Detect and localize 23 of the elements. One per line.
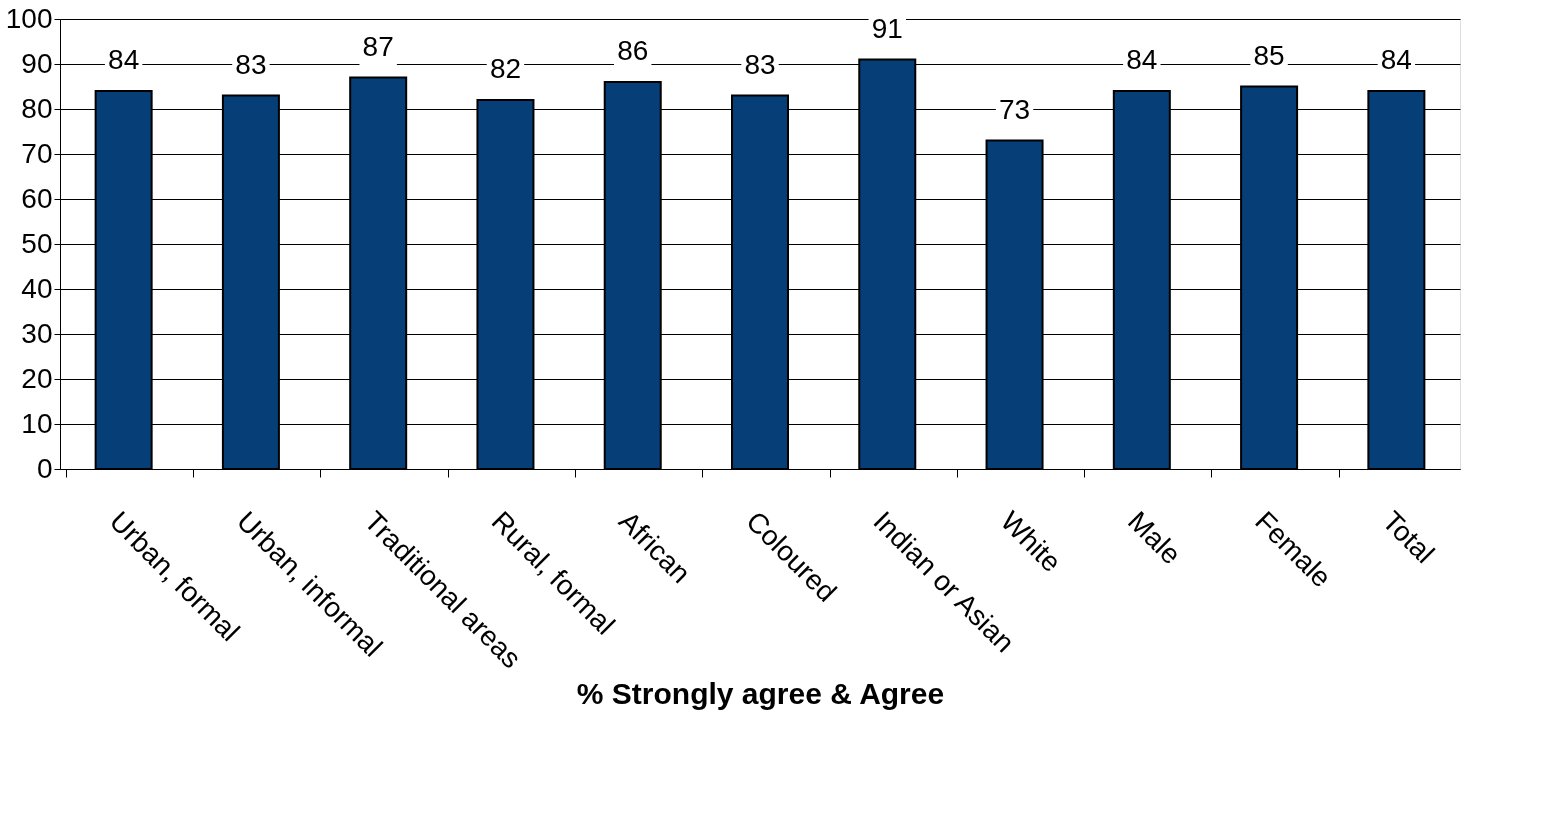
y-tick-label: 40 [21, 272, 53, 304]
y-tick-label: 80 [21, 92, 53, 124]
data-label: 85 [1253, 39, 1285, 71]
x-axis-title: % Strongly agree & Agree [576, 676, 945, 710]
y-tick-label: 100 [5, 2, 53, 34]
y-tick-label: 30 [21, 317, 53, 349]
y-tick-label: 10 [21, 407, 53, 439]
data-label: 87 [362, 30, 394, 62]
y-tick-label: 20 [21, 362, 53, 394]
data-label: 84 [108, 44, 140, 75]
data-label: 86 [617, 35, 649, 66]
data-label: 83 [235, 48, 267, 80]
data-label: 84 [1126, 44, 1158, 75]
data-label: 82 [489, 53, 522, 84]
y-tick-label: 60 [21, 182, 53, 214]
y-tick-label: 50 [21, 227, 53, 259]
data-label: 91 [871, 12, 903, 44]
data-label: 84 [1380, 44, 1412, 75]
data-label: 83 [744, 48, 776, 80]
y-tick-label: 0 [36, 452, 53, 484]
y-tick-label: 90 [21, 47, 53, 79]
y-tick-label: 70 [21, 137, 53, 169]
data-label: 73 [998, 93, 1031, 125]
